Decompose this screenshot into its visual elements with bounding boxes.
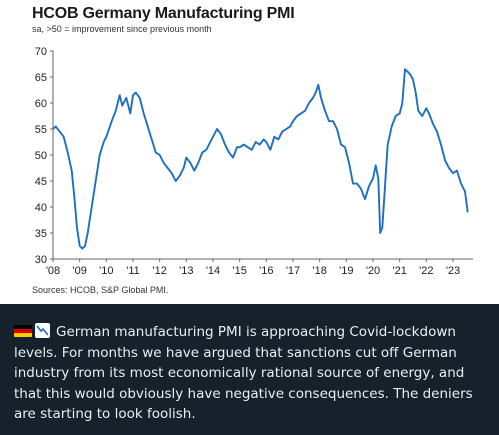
chart-subtitle: sa, >50 = improvement since previous mon… xyxy=(32,24,212,34)
x-tick-label: '13 xyxy=(179,265,193,277)
chart-source: Sources: HCOB, S&P Global PMI. xyxy=(32,285,169,295)
y-tick-label: 50 xyxy=(35,150,47,162)
x-tick-label: '08 xyxy=(46,265,60,277)
germany-flag-icon xyxy=(14,325,32,337)
x-tick-label: '22 xyxy=(419,265,433,277)
x-tick-label: '16 xyxy=(259,265,273,277)
x-tick-label: '14 xyxy=(206,265,220,277)
x-tick-label: '23 xyxy=(446,265,460,277)
chart-title: HCOB Germany Manufacturing PMI xyxy=(32,5,295,22)
x-tick-label: '11 xyxy=(126,265,140,277)
x-tick-label: '09 xyxy=(72,265,86,277)
chart-decreasing-icon xyxy=(35,323,50,338)
x-tick-label: '19 xyxy=(339,265,353,277)
y-tick-label: 65 xyxy=(35,72,47,84)
y-tick-label: 60 xyxy=(35,98,47,110)
x-tick-label: '21 xyxy=(392,265,406,277)
y-tick-label: 70 xyxy=(35,46,47,58)
chart-card: HCOB Germany Manufacturing PMI sa, >50 =… xyxy=(32,5,473,295)
x-tick-label: '15 xyxy=(232,265,246,277)
caption-text: German manufacturing PMI is approaching … xyxy=(14,324,473,422)
x-tick-label: '20 xyxy=(366,265,380,277)
pmi-series-line xyxy=(52,68,469,250)
message-caption: German manufacturing PMI is approaching … xyxy=(0,304,499,435)
y-tick-label: 30 xyxy=(35,254,47,266)
y-tick-label: 45 xyxy=(35,176,47,188)
pmi-line-chart: 30 35 40 45 50 55 60 65 70 '08 '09 '10 '11 '12 '13 '14 '… xyxy=(35,46,473,277)
y-tick-label: 55 xyxy=(35,124,47,136)
x-tick-label: '10 xyxy=(99,265,113,277)
x-tick-label: '17 xyxy=(286,265,300,277)
x-tick-label: '12 xyxy=(152,265,166,277)
y-tick-label: 40 xyxy=(35,202,47,214)
x-tick-label: '18 xyxy=(312,265,326,277)
y-tick-label: 35 xyxy=(35,228,47,240)
